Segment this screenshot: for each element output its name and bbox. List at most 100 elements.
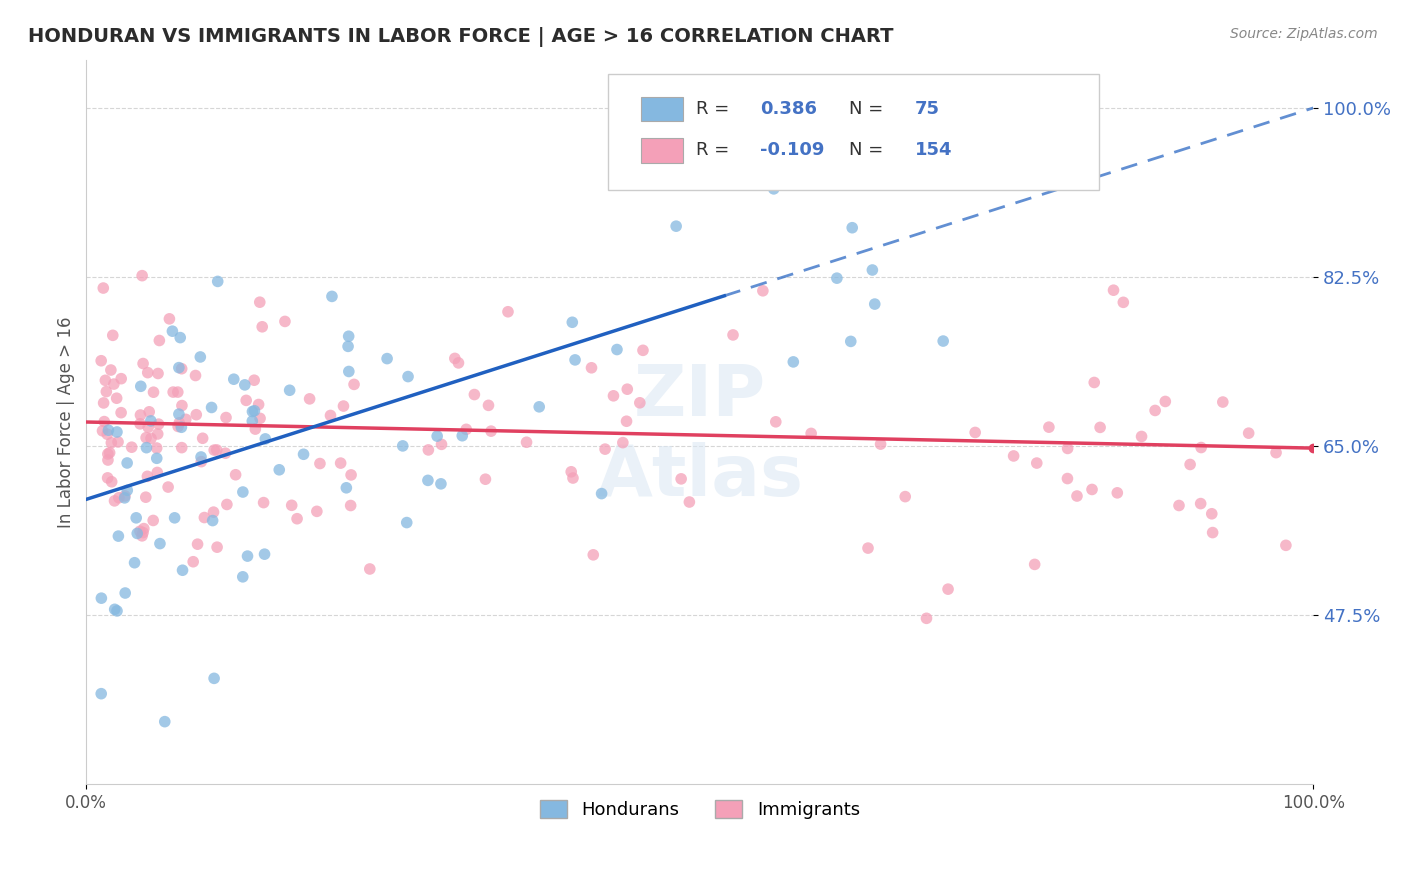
Point	[145, 451, 167, 466]
Point	[742, 139, 765, 153]
Point	[254, 432, 277, 446]
Point	[214, 446, 236, 460]
Point	[135, 490, 157, 504]
Point	[232, 485, 254, 500]
Point	[1024, 558, 1046, 572]
Point	[181, 555, 204, 569]
Point	[170, 361, 193, 376]
Point	[1265, 445, 1288, 459]
Point	[430, 476, 453, 491]
Point	[104, 602, 127, 616]
Point	[107, 529, 129, 543]
Point	[1066, 489, 1088, 503]
Point	[936, 582, 959, 596]
Point	[97, 423, 120, 437]
Point	[202, 671, 225, 685]
Point	[162, 385, 184, 400]
Point	[167, 416, 190, 430]
Point	[319, 409, 342, 423]
Point	[616, 414, 638, 428]
Point	[1002, 449, 1025, 463]
Point	[894, 490, 917, 504]
Point	[205, 540, 228, 554]
Text: -0.109: -0.109	[759, 141, 824, 159]
Point	[456, 422, 478, 436]
Text: 154: 154	[914, 141, 952, 159]
Point	[1275, 538, 1298, 552]
Point	[561, 315, 583, 329]
Point	[110, 406, 132, 420]
Point	[337, 329, 360, 343]
Point	[250, 319, 273, 334]
Point	[114, 586, 136, 600]
Point	[1189, 441, 1212, 455]
Point	[337, 339, 360, 353]
Point	[285, 512, 308, 526]
Point	[132, 357, 155, 371]
Point	[96, 427, 118, 442]
Point	[240, 414, 263, 428]
Point	[190, 450, 212, 464]
Point	[292, 447, 315, 461]
Point	[631, 343, 654, 358]
Point	[91, 281, 114, 295]
Point	[170, 441, 193, 455]
Y-axis label: In Labor Force | Age > 16: In Labor Force | Age > 16	[58, 317, 75, 528]
Text: HONDURAN VS IMMIGRANTS IN LABOR FORCE | AGE > 16 CORRELATION CHART: HONDURAN VS IMMIGRANTS IN LABOR FORCE | …	[28, 27, 894, 46]
Point	[581, 360, 603, 375]
Point	[1056, 471, 1078, 485]
Point	[1201, 507, 1223, 521]
Point	[515, 435, 537, 450]
Point	[167, 419, 190, 434]
Point	[800, 426, 823, 441]
Point	[146, 427, 169, 442]
Text: 0.386: 0.386	[759, 100, 817, 118]
Point	[172, 563, 194, 577]
Point	[162, 324, 184, 338]
Point	[869, 437, 891, 451]
Point	[121, 440, 143, 454]
Point	[125, 511, 148, 525]
Text: 75: 75	[914, 100, 939, 118]
Point	[1025, 456, 1047, 470]
Point	[146, 466, 169, 480]
Point	[860, 263, 883, 277]
Point	[1201, 525, 1223, 540]
Point	[1081, 483, 1104, 497]
Point	[249, 411, 271, 425]
Point	[129, 417, 152, 431]
Point	[186, 408, 208, 422]
Point	[863, 297, 886, 311]
Point	[1189, 497, 1212, 511]
Point	[114, 489, 136, 503]
Point	[1112, 295, 1135, 310]
Point	[628, 396, 651, 410]
Point	[139, 431, 162, 445]
Point	[124, 556, 146, 570]
Point	[1038, 420, 1060, 434]
Point	[340, 467, 363, 482]
Point	[190, 455, 212, 469]
Point	[617, 144, 640, 158]
Point	[98, 446, 121, 460]
Point	[100, 363, 122, 377]
Point	[932, 334, 955, 348]
Point	[135, 441, 157, 455]
Point	[765, 415, 787, 429]
Point	[101, 328, 124, 343]
Point	[136, 469, 159, 483]
Point	[1107, 486, 1129, 500]
Point	[188, 350, 211, 364]
Point	[391, 439, 413, 453]
Point	[129, 408, 152, 422]
Point	[752, 284, 775, 298]
Point	[96, 384, 118, 399]
Point	[97, 471, 120, 485]
Point	[430, 437, 453, 451]
Text: Source: ZipAtlas.com: Source: ZipAtlas.com	[1230, 27, 1378, 41]
Text: ZIP
Atlas: ZIP Atlas	[596, 362, 803, 511]
Point	[169, 330, 191, 344]
Point	[232, 570, 254, 584]
Point	[205, 442, 228, 457]
FancyBboxPatch shape	[607, 74, 1098, 190]
